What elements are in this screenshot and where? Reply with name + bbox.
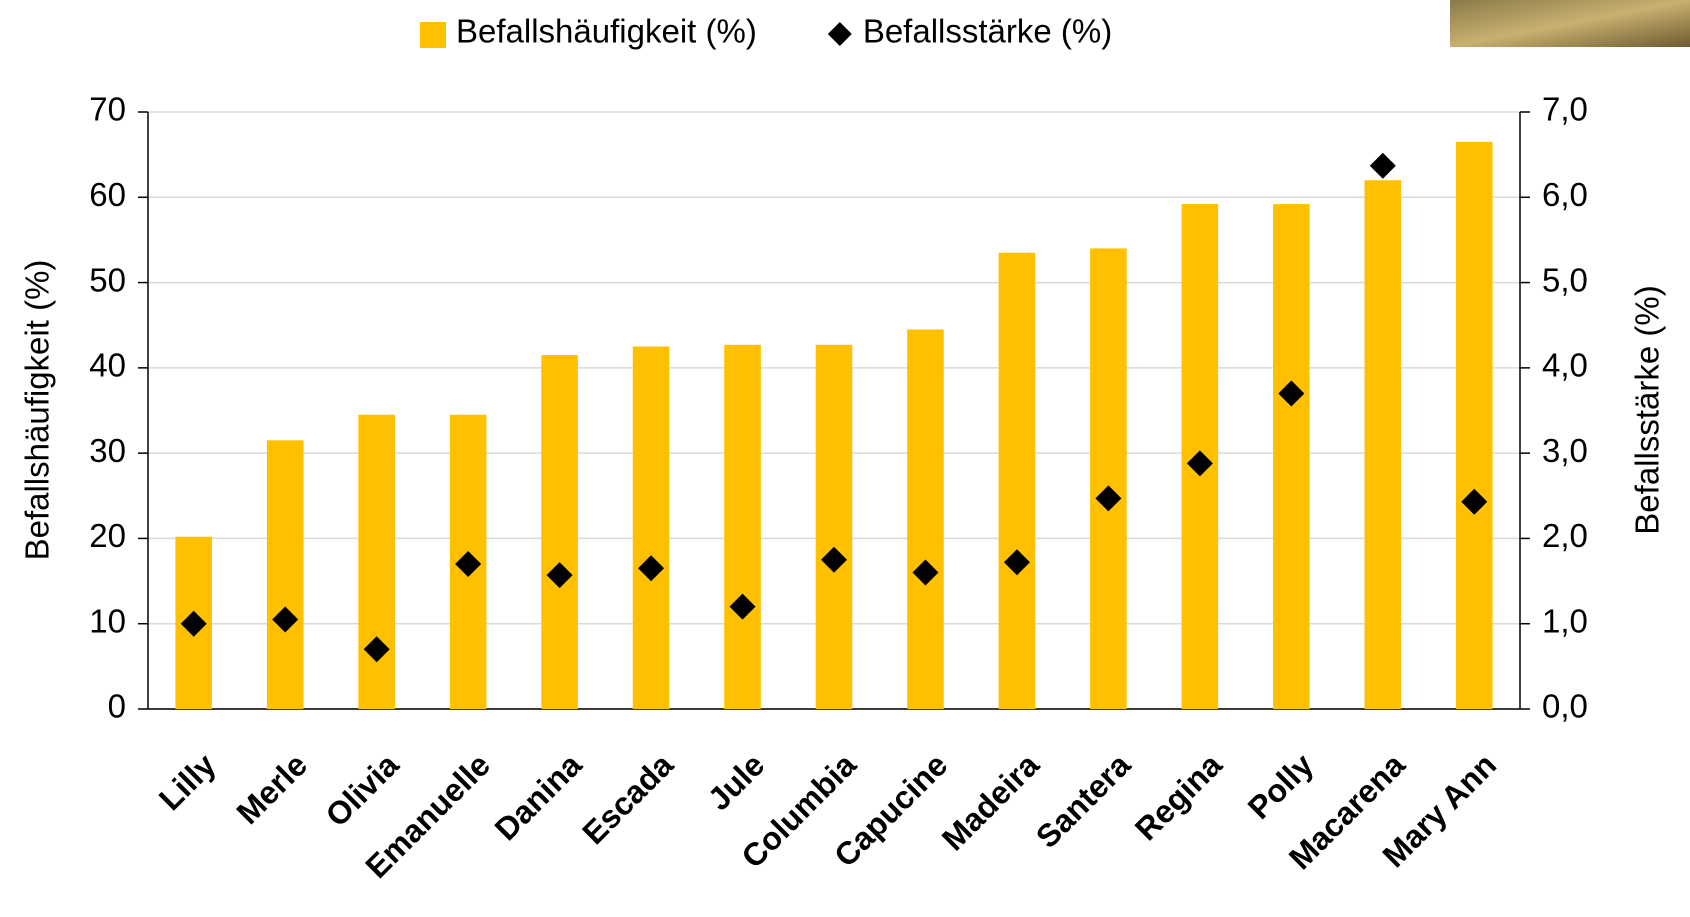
y-tick-label: 40: [89, 347, 126, 384]
x-tick-label: Lilly: [152, 746, 223, 817]
y-tick-label: 20: [89, 517, 126, 554]
bar: [1365, 180, 1402, 709]
y2-tick-label: 2,0: [1542, 517, 1588, 554]
marker: [1370, 153, 1396, 179]
bar: [999, 253, 1036, 709]
y2-tick-label: 4,0: [1542, 347, 1588, 384]
y2-tick-label: 7,0: [1542, 91, 1588, 128]
legend-label: Befallshäufigkeit (%): [456, 13, 757, 50]
bar: [633, 347, 670, 709]
x-tick-label: Polly: [1241, 746, 1321, 826]
x-tick-label: Madeira: [935, 746, 1046, 857]
y-axis-title: Befallshäufigkeit (%): [19, 260, 56, 561]
y2-tick-label: 0,0: [1542, 688, 1588, 725]
photo: [1450, 0, 1690, 47]
x-tick-label: Santera: [1029, 746, 1138, 855]
x-tick-label: Jule: [701, 746, 772, 817]
y2-tick-label: 6,0: [1542, 176, 1588, 213]
legend-swatch: [420, 22, 446, 48]
bar: [816, 345, 853, 709]
bar: [907, 329, 944, 709]
y-tick-label: 70: [89, 91, 126, 128]
x-tick-label: Danina: [488, 746, 589, 847]
y2-tick-label: 5,0: [1542, 261, 1588, 298]
x-tick-label: Olivia: [319, 746, 406, 833]
y-tick-label: 50: [89, 261, 126, 298]
chart: Befallshäufigkeit (%) Befallsstärke (%) …: [0, 0, 1690, 917]
legend-label: Befallsstärke (%): [863, 13, 1112, 50]
x-tick-label: Merle: [230, 746, 315, 831]
bar: [541, 355, 578, 709]
bar: [1090, 248, 1127, 709]
y2-axis-title: Befallsstärke (%): [1629, 285, 1666, 534]
y-tick-label: 60: [89, 176, 126, 213]
bar: [724, 345, 761, 709]
x-tick-label: Escada: [575, 746, 680, 851]
y2-tick-label: 3,0: [1542, 432, 1588, 469]
y-tick-label: 0: [108, 688, 126, 725]
legend-swatch: [828, 22, 852, 46]
bar: [1456, 142, 1493, 709]
y-tick-label: 30: [89, 432, 126, 469]
bar: [267, 440, 304, 709]
bar: [358, 415, 395, 709]
y2-tick-label: 1,0: [1542, 602, 1588, 639]
bar: [1273, 204, 1310, 709]
y-tick-label: 10: [89, 602, 126, 639]
x-tick-label: Regina: [1128, 746, 1229, 847]
